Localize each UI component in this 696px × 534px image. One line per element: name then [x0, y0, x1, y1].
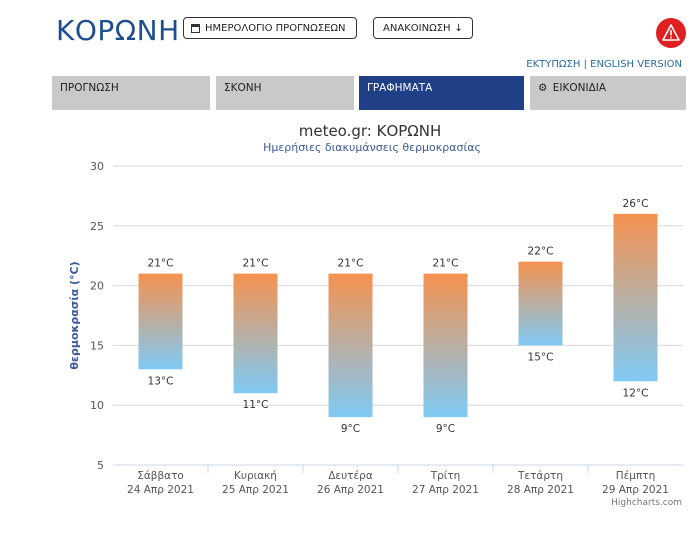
high-temp-label: 26°C — [623, 198, 649, 210]
temperature-range-bar[interactable] — [233, 273, 278, 394]
x-tick-day-label: Πέμπτη — [616, 470, 656, 482]
warning-alert-icon[interactable] — [656, 18, 686, 48]
high-temp-label: 22°C — [528, 246, 554, 258]
y-tick-label: 10 — [90, 399, 104, 412]
print-link[interactable]: ΕΚΤΥΠΩΣΗ — [526, 59, 581, 70]
low-temp-label: 9°C — [436, 423, 455, 435]
forecast-calendar-button[interactable]: ΗΜΕΡΟΛΟΓΙΟ ΠΡΟΓΝΩΣΕΩΝ — [183, 17, 357, 39]
x-tick-day-label: Σάββατο — [137, 470, 184, 482]
tab-icons[interactable]: ⚙ ΕΙΚΟΝΙΔΙΑ — [530, 76, 686, 110]
tab-dust[interactable]: ΣΚΟΝΗ — [216, 76, 354, 110]
x-tick-day-label: Κυριακή — [234, 470, 277, 482]
page-title: ΚΟΡΩΝΗ — [56, 14, 180, 47]
low-temp-label: 15°C — [528, 351, 554, 363]
temperature-range-bar[interactable] — [518, 261, 563, 346]
tab-forecast-label: ΠΡΟΓΝΩΣΗ — [60, 82, 119, 94]
x-tick-date-label: 27 Απρ 2021 — [412, 484, 479, 496]
link-separator: | — [583, 59, 587, 70]
tab-dust-label: ΣΚΟΝΗ — [224, 82, 262, 94]
x-tick-date-label: 24 Απρ 2021 — [127, 484, 194, 496]
temperature-range-bar[interactable] — [613, 213, 658, 382]
x-tick-day-label: Δευτέρα — [328, 470, 373, 482]
y-tick-label: 15 — [90, 339, 104, 352]
high-temp-label: 21°C — [243, 258, 269, 270]
chart-subtitle: Ημερήσιες διακυμάνσεις θερμοκρασίας — [263, 141, 481, 154]
gear-icon: ⚙ — [538, 82, 548, 94]
english-version-link[interactable]: ENGLISH VERSION — [590, 59, 682, 70]
tab-icons-label: ΕΙΚΟΝΙΔΙΑ — [552, 82, 607, 94]
x-tick-date-label: 25 Απρ 2021 — [222, 484, 289, 496]
x-tick-date-label: 29 Απρ 2021 — [602, 484, 669, 496]
calendar-icon — [191, 23, 200, 33]
low-temp-label: 12°C — [623, 387, 649, 399]
announcement-button[interactable]: ΑΝΑΚΟΙΝΩΣΗ ↓ — [373, 17, 473, 39]
highcharts-credits[interactable]: Highcharts.com — [611, 498, 682, 508]
tab-forecast[interactable]: ΠΡΟΓΝΩΣΗ — [52, 76, 210, 110]
low-temp-label: 13°C — [148, 375, 174, 387]
temperature-range-bar[interactable] — [138, 273, 183, 370]
temperature-range-bar[interactable] — [423, 273, 468, 418]
top-links: ΕΚΤΥΠΩΣΗ | ENGLISH VERSION — [526, 59, 682, 70]
low-temp-label: 11°C — [243, 399, 269, 411]
y-axis-label: θερμοκρασία (°C) — [68, 261, 81, 369]
temperature-range-bar[interactable] — [328, 273, 373, 418]
forecast-calendar-label: ΗΜΕΡΟΛΟΓΙΟ ΠΡΟΓΝΩΣΕΩΝ — [205, 22, 346, 34]
low-temp-label: 9°C — [341, 423, 360, 435]
tab-charts[interactable]: ΓΡΑΦΗΜΑΤΑ — [359, 76, 524, 110]
announcement-label: ΑΝΑΚΟΙΝΩΣΗ — [383, 22, 451, 34]
high-temp-label: 21°C — [148, 258, 174, 270]
y-tick-label: 20 — [90, 280, 104, 293]
temperature-range-chart: meteo.gr: ΚΟΡΩΝΗ Ημερήσιες διακυμάνσεις … — [68, 122, 683, 496]
y-tick-label: 5 — [97, 459, 104, 472]
x-tick-date-label: 26 Απρ 2021 — [317, 484, 384, 496]
tab-charts-label: ΓΡΑΦΗΜΑΤΑ — [367, 82, 433, 94]
high-temp-label: 21°C — [433, 258, 459, 270]
y-tick-label: 25 — [90, 220, 104, 233]
x-tick-day-label: Τρίτη — [430, 470, 461, 482]
y-tick-label: 30 — [90, 160, 104, 173]
x-tick-date-label: 28 Απρ 2021 — [507, 484, 574, 496]
high-temp-label: 21°C — [338, 258, 364, 270]
chart-title: meteo.gr: ΚΟΡΩΝΗ — [299, 122, 442, 140]
arrow-down-icon: ↓ — [454, 22, 463, 34]
x-tick-day-label: Τετάρτη — [517, 470, 563, 482]
